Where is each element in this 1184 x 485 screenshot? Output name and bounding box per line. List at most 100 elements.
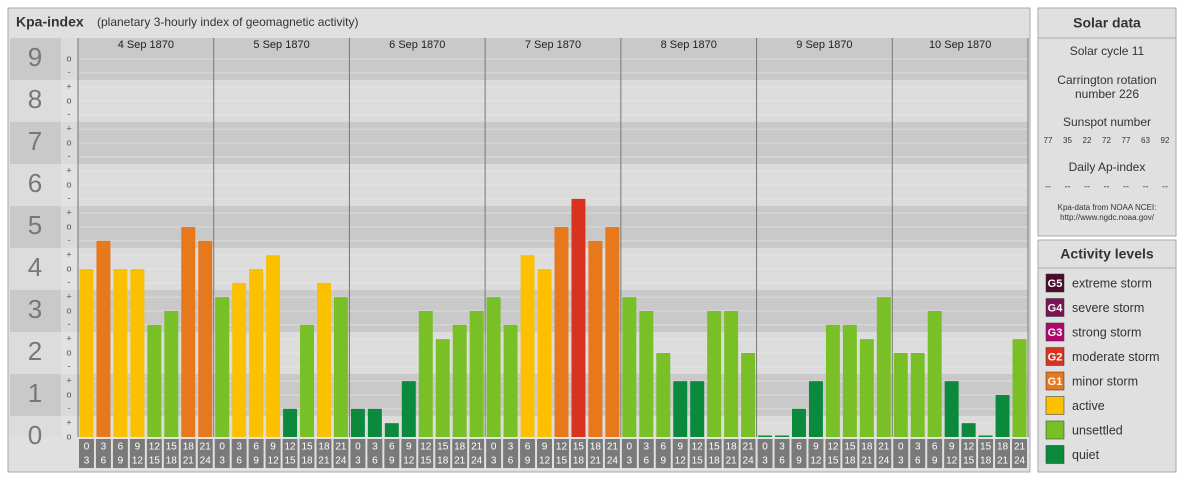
x-tick-label: 9 [677, 442, 683, 453]
hour-box [520, 439, 536, 468]
minor-tick-label: + [66, 166, 71, 176]
day-label: 9 Sep 1870 [796, 39, 852, 51]
solar-cycle: Solar cycle 11 [1070, 44, 1145, 58]
legend-label: unsettled [1072, 423, 1123, 437]
hour-box [95, 439, 111, 468]
minor-tick-label: + [66, 208, 71, 218]
x-tick-label: 6 [101, 456, 107, 467]
hour-box [706, 439, 722, 468]
x-tick-label: 21 [997, 456, 1009, 467]
x-tick-label: 12 [692, 442, 704, 453]
x-tick-label: 21 [335, 442, 347, 453]
x-tick-label: 3 [508, 442, 514, 453]
y-tick-label: 1 [28, 378, 42, 408]
day-label: 10 Sep 1870 [929, 39, 991, 51]
hour-box [740, 439, 756, 468]
x-tick-label: 9 [253, 456, 259, 467]
minor-tick-label: o [66, 347, 71, 357]
x-tick-label: 18 [980, 456, 992, 467]
x-tick-label: 18 [861, 442, 873, 453]
x-tick-label: 6 [525, 442, 531, 453]
sunspot: 63 [1141, 136, 1150, 145]
legend-swatch [1045, 273, 1065, 293]
minor-tick-label: + [66, 334, 71, 344]
bar [537, 269, 552, 437]
hour-box [672, 439, 688, 468]
legend-label: active [1072, 399, 1105, 413]
sunspot: 72 [1102, 136, 1111, 145]
x-tick-label: 24 [607, 456, 619, 467]
ap-value: -- [1084, 181, 1090, 191]
x-tick-label: 15 [420, 456, 432, 467]
minor-tick-label: + [66, 82, 71, 92]
legend-badge: G3 [1048, 327, 1063, 339]
ap-value: -- [1065, 181, 1071, 191]
x-tick-label: 15 [692, 456, 704, 467]
hour-box [825, 439, 841, 468]
x-tick-label: 24 [471, 456, 483, 467]
x-tick-label: 6 [779, 456, 785, 467]
bar [1012, 339, 1027, 437]
x-tick-label: 9 [932, 456, 938, 467]
bar [842, 324, 857, 437]
x-tick-label: 15 [709, 442, 721, 453]
day-label: 5 Sep 1870 [253, 39, 309, 51]
x-tick-label: 12 [132, 456, 144, 467]
y-tick-label: 2 [28, 336, 42, 366]
x-tick-label: 24 [200, 456, 212, 467]
x-tick-label: 9 [270, 442, 276, 453]
hour-box [129, 439, 145, 468]
y-tick-label: 6 [28, 168, 42, 198]
minor-tick-label: - [68, 277, 71, 287]
x-tick-label: 21 [318, 456, 330, 467]
day-label: 4 Sep 1870 [118, 39, 174, 51]
hour-box [503, 439, 519, 468]
hour-box [435, 439, 451, 468]
y-tick-label: 3 [28, 294, 42, 324]
bar [792, 408, 806, 437]
hour-box [367, 439, 383, 468]
bar [961, 423, 976, 437]
x-tick-label: 9 [542, 442, 548, 453]
hour-box [180, 439, 196, 468]
bar [927, 311, 942, 437]
hour-box [350, 439, 366, 468]
x-tick-label: 21 [743, 442, 755, 453]
bar [995, 395, 1010, 437]
ap-title: Daily Ap-index [1069, 160, 1146, 174]
bar [910, 353, 925, 437]
hour-box [401, 439, 417, 468]
x-tick-label: 0 [491, 442, 497, 453]
day-label: 8 Sep 1870 [661, 39, 717, 51]
x-tick-label: 6 [372, 456, 378, 467]
minor-tick-label: o [66, 179, 71, 189]
x-tick-label: 9 [118, 456, 124, 467]
minor-tick-label: - [68, 319, 71, 329]
x-tick-label: 21 [454, 456, 466, 467]
y-tick-label: 9 [28, 42, 42, 72]
minor-tick-label: - [68, 109, 71, 119]
x-tick-label: 15 [980, 442, 992, 453]
x-tick-label: 3 [627, 456, 633, 467]
minor-tick-label: - [68, 67, 71, 77]
hour-box [842, 439, 858, 468]
hour-box [774, 439, 790, 468]
minor-tick-label: o [66, 389, 71, 399]
x-tick-label: 18 [726, 442, 738, 453]
x-tick-label: 18 [709, 456, 721, 467]
bar [690, 381, 705, 437]
hour-box [469, 439, 485, 468]
legend-swatch [1045, 420, 1065, 440]
source: http://www.ngdc.noaa.gov/ [1060, 213, 1155, 222]
x-tick-label: 21 [726, 456, 738, 467]
solar-title: Solar data [1073, 15, 1141, 31]
legend-swatch [1045, 322, 1065, 342]
carrington: number 226 [1075, 87, 1139, 101]
bar [656, 353, 671, 437]
grid-band [10, 416, 1028, 437]
hour-box [587, 439, 603, 468]
hour-box [910, 439, 926, 468]
x-tick-label: 3 [762, 456, 768, 467]
minor-tick-label: + [66, 418, 71, 428]
minor-tick-label: + [66, 292, 71, 302]
